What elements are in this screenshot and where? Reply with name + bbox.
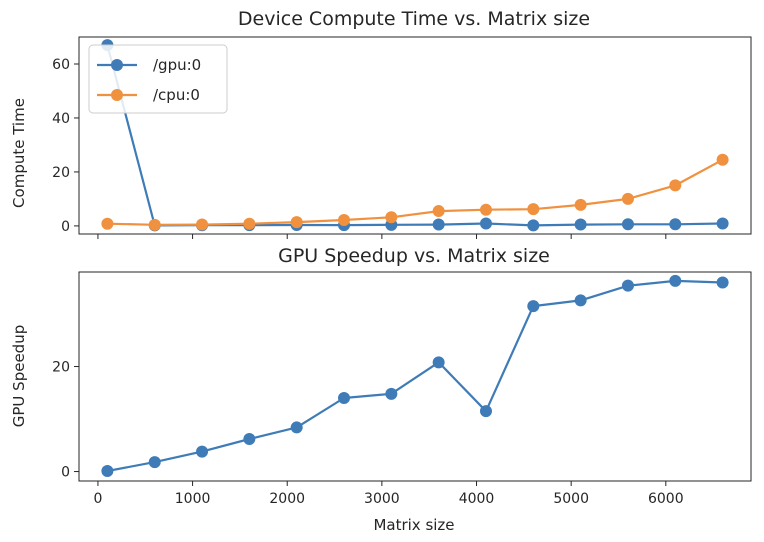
series-line-speedup <box>107 279 723 473</box>
data-point <box>527 300 540 313</box>
compute-time-yticks: 0 20 40 60 <box>52 57 79 235</box>
x-tick-label: 5000 <box>553 491 589 507</box>
x-tick-label: 0 <box>93 491 102 507</box>
data-point <box>148 456 161 469</box>
data-point <box>527 219 540 232</box>
data-point <box>621 218 634 231</box>
data-point <box>432 356 445 369</box>
gpu-speedup-series <box>101 274 729 478</box>
x-tick-label: 4000 <box>459 491 495 507</box>
y-tick-label: 20 <box>52 360 70 376</box>
compute-time-subplot: Device Compute Time vs. Matrix size Comp… <box>10 8 752 239</box>
gpu-speedup-axes-frame <box>78 271 752 482</box>
legend-cpu-marker <box>111 89 123 101</box>
data-point <box>574 218 587 231</box>
data-point <box>669 218 682 231</box>
legend: /gpu:0 /cpu:0 <box>88 44 228 114</box>
data-point <box>621 279 634 292</box>
x-tick-label: 6000 <box>648 491 684 507</box>
data-point <box>290 421 303 434</box>
compute-time-xticks <box>97 234 667 239</box>
gpu-speedup-yticks: 0 20 <box>52 360 79 481</box>
data-point <box>101 217 114 230</box>
data-point <box>621 192 634 205</box>
data-point <box>338 392 351 405</box>
compute-time-series <box>101 39 729 232</box>
data-point <box>716 217 729 230</box>
y-tick-label: 40 <box>52 111 70 127</box>
legend-gpu-marker <box>111 59 123 71</box>
data-point <box>243 217 256 230</box>
data-point <box>385 387 398 400</box>
gpu-speedup-title: GPU Speedup vs. Matrix size <box>278 245 550 267</box>
compute-time-ylabel: Compute Time <box>10 98 28 208</box>
legend-cpu-label: /cpu:0 <box>153 86 200 104</box>
data-point <box>290 216 303 229</box>
data-point <box>669 179 682 192</box>
data-point <box>716 276 729 289</box>
x-tick-label: 2000 <box>269 491 305 507</box>
data-point <box>669 274 682 287</box>
gpu-speedup-subplot: GPU Speedup vs. Matrix size GPU Speedup … <box>10 245 752 534</box>
data-point <box>148 218 161 231</box>
data-point <box>479 405 492 418</box>
x-tick-label: 3000 <box>364 491 400 507</box>
y-tick-label: 0 <box>61 219 70 235</box>
y-tick-label: 20 <box>52 165 70 181</box>
gpu-speedup-ylabel: GPU Speedup <box>10 325 28 427</box>
series-line-cpu <box>107 158 724 226</box>
gpu-speedup-xlabel: Matrix size <box>373 516 454 534</box>
compute-time-title: Device Compute Time vs. Matrix size <box>238 8 590 30</box>
data-point <box>716 153 729 166</box>
data-point <box>101 465 114 478</box>
data-point <box>338 213 351 226</box>
data-point <box>479 217 492 230</box>
compute-time-axes-frame <box>78 36 752 235</box>
y-tick-label: 0 <box>61 465 70 481</box>
data-point <box>385 211 398 224</box>
data-point <box>574 294 587 307</box>
data-point <box>574 198 587 211</box>
gpu-speedup-xticks: 0 1000 2000 3000 4000 5000 6000 <box>93 481 684 507</box>
data-point <box>432 218 445 231</box>
legend-gpu-label: /gpu:0 <box>153 56 201 74</box>
data-point <box>243 432 256 445</box>
data-point <box>527 203 540 216</box>
data-point <box>479 203 492 216</box>
data-point <box>196 445 209 458</box>
y-tick-label: 60 <box>52 57 70 73</box>
data-point <box>432 205 445 218</box>
x-tick-label: 1000 <box>175 491 211 507</box>
data-point <box>196 218 209 231</box>
